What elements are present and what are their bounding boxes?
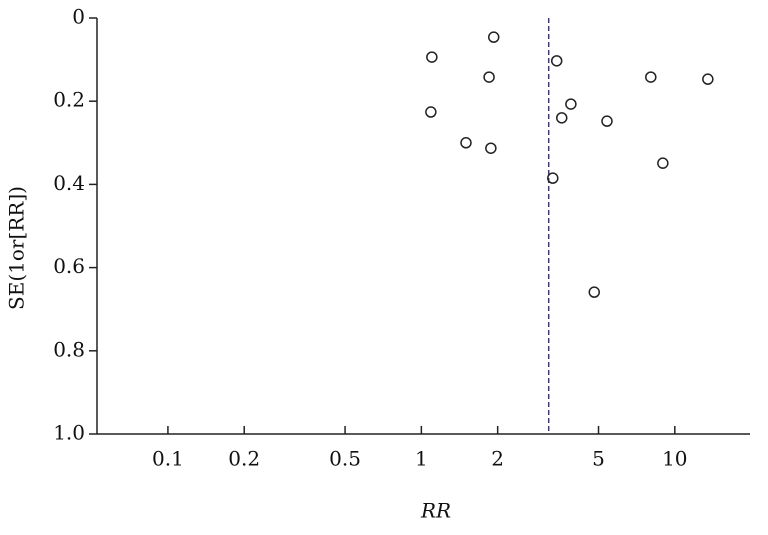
point [645, 71, 657, 83]
x-tick-label: 10 [662, 447, 687, 471]
x-tick-label: 0.5 [329, 447, 361, 471]
x-tick-label: 0.1 [152, 447, 184, 471]
y-axis-label: SE(1or[RR]) [5, 186, 29, 310]
x-tick-label: 0.2 [228, 447, 260, 471]
point [702, 73, 714, 85]
point [485, 142, 497, 154]
point [460, 137, 472, 149]
y-tick-label: 0 [72, 5, 85, 29]
point [657, 157, 669, 169]
y-tick-label: 0.4 [53, 171, 85, 195]
y-tick-label: 0.8 [53, 337, 85, 361]
point [550, 55, 563, 67]
point [425, 106, 437, 118]
y-tick-label: 1.0 [53, 421, 85, 445]
point [483, 71, 495, 83]
x-axis-label: RR [420, 499, 451, 523]
y-tick-label: 0.6 [53, 254, 85, 278]
x-tick-label: 5 [592, 447, 605, 471]
point [588, 286, 601, 298]
x-tick-label: 1 [415, 447, 428, 471]
x-tick-label: 2 [491, 447, 504, 471]
point [426, 51, 438, 63]
point [601, 115, 613, 127]
point [487, 31, 500, 43]
y-tick-label: 0.2 [53, 88, 85, 112]
point [555, 112, 568, 124]
point [547, 172, 559, 184]
point [565, 98, 577, 110]
